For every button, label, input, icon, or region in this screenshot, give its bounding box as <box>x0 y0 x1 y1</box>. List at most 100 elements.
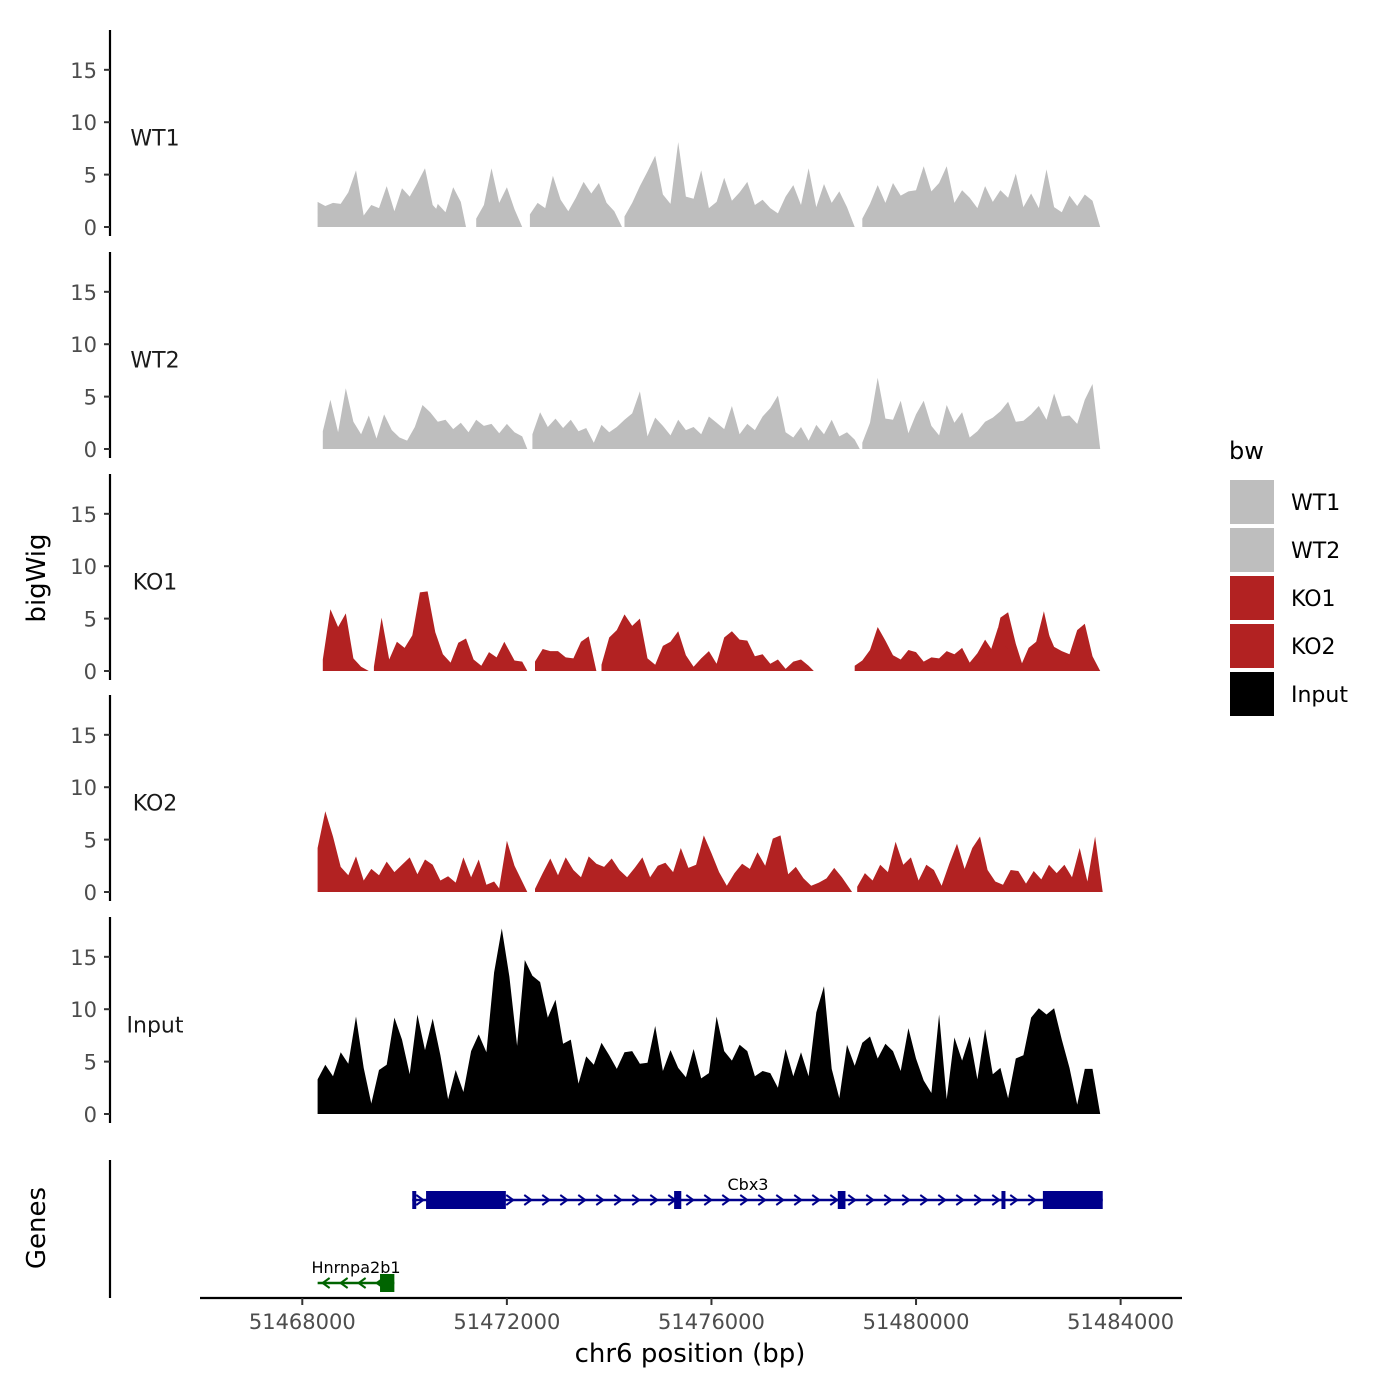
strand-chevron-cbx3-15 <box>685 1194 695 1206</box>
legend-items: WT1 WT2 KO1 KO2 Input <box>1230 480 1348 716</box>
exon-cbx3-2 <box>674 1191 682 1209</box>
legend-label-input: Input <box>1291 683 1348 708</box>
track-ko2: 0 5 10 15 KO2 <box>70 695 1103 905</box>
strand-chevron-cbx3-0 <box>415 1194 425 1206</box>
strand-chevron-cbx3-21 <box>793 1194 803 1206</box>
strand-chevron-cbx3-17 <box>721 1194 731 1206</box>
area-ko1-segment-5 <box>982 611 1101 671</box>
strand-chevron-cbx3-26 <box>883 1194 893 1206</box>
strand-chevron-hnrnpa2b1-1 <box>338 1277 349 1289</box>
strand-chevron-cbx3-12 <box>631 1194 641 1206</box>
legend-swatch-ko1 <box>1230 576 1274 620</box>
strand-chevron-cbx3-5 <box>505 1194 515 1206</box>
exon-cbx3-5 <box>1042 1191 1103 1209</box>
area-wt1-segment-3 <box>529 175 622 227</box>
area-ko1-segment-1 <box>373 591 528 671</box>
track-label-ko1: KO1 <box>133 570 178 595</box>
gene-label-hnrnpa2b1: Hnrnpa2b1 <box>311 1258 400 1277</box>
y-tick-label-input-10: 10 <box>70 998 97 1022</box>
area-wt2-segment-1 <box>532 391 860 449</box>
legend-swatch-wt2 <box>1230 528 1274 572</box>
area-wt2-segment-0 <box>322 388 528 449</box>
y-tick-label-input-5: 5 <box>84 1051 97 1075</box>
gene-hnrnpa2b1: Hnrnpa2b1 <box>311 1258 401 1292</box>
y-tick-label-wt2-5: 5 <box>84 386 97 410</box>
area-ko2-segment-1 <box>499 840 528 892</box>
strand-chevron-cbx3-18 <box>739 1194 749 1206</box>
area-ko2-segment-2 <box>535 835 853 892</box>
strand-chevron-cbx3-33 <box>1009 1194 1019 1206</box>
legend-swatch-ko2 <box>1230 624 1274 668</box>
strand-chevron-cbx3-30 <box>955 1194 965 1206</box>
area-wt1-segment-4 <box>624 142 855 227</box>
y-tick-label-ko1-15: 15 <box>70 503 97 527</box>
gene-cbx3: Cbx3 <box>412 1175 1103 1209</box>
x-tick-label-0: 51468000 <box>249 1310 356 1334</box>
y-tick-label-wt2-0: 0 <box>84 438 97 462</box>
exon-hnrnpa2b1-0 <box>380 1274 395 1292</box>
y-tick-label-wt1-15: 15 <box>70 59 97 83</box>
legend-label-wt1: WT1 <box>1291 491 1340 516</box>
strand-chevron-cbx3-22 <box>811 1194 821 1206</box>
exon-cbx3-3 <box>837 1191 846 1209</box>
x-tick-label-3: 51480000 <box>863 1310 970 1334</box>
strand-chevron-cbx3-32 <box>991 1194 1001 1206</box>
strand-chevron-cbx3-20 <box>775 1194 785 1206</box>
genes-axis-title: Genes <box>22 1187 52 1269</box>
y-tick-label-input-15: 15 <box>70 946 97 970</box>
legend-title: bw <box>1229 437 1264 465</box>
track-label-wt2: WT2 <box>130 348 179 373</box>
legend-label-ko2: KO2 <box>1291 635 1336 660</box>
exon-cbx3-4 <box>1001 1191 1006 1209</box>
exon-cbx3-0 <box>412 1191 417 1209</box>
strand-chevron-cbx3-29 <box>937 1194 947 1206</box>
y-tick-label-wt1-5: 5 <box>84 164 97 188</box>
strand-chevron-hnrnpa2b1-2 <box>356 1277 367 1289</box>
track-wt2: 0 5 10 15 WT2 <box>70 252 1101 462</box>
strand-chevron-cbx3-7 <box>541 1194 551 1206</box>
area-wt1-segment-2 <box>476 168 523 227</box>
track-wt1: 0 5 10 15 WT1 <box>70 30 1101 240</box>
area-ko2-segment-3 <box>857 836 1103 892</box>
strand-chevron-hnrnpa2b1-0 <box>320 1277 331 1289</box>
track-label-ko2: KO2 <box>133 791 178 816</box>
x-axis: 51468000 51472000 51476000 51480000 51484000 <box>200 1296 1182 1334</box>
area-wt2-segment-2 <box>862 377 1101 449</box>
strand-chevron-cbx3-28 <box>919 1194 929 1206</box>
area-ko1-segment-3 <box>601 614 814 671</box>
y-tick-label-wt1-0: 0 <box>84 216 97 240</box>
genes-layer: Cbx3 Hnrnpa2b1 <box>108 1160 1103 1298</box>
strand-chevron-cbx3-23 <box>829 1194 839 1206</box>
y-tick-label-ko2-5: 5 <box>84 829 97 853</box>
area-wt1-segment-0 <box>317 168 446 227</box>
area-ko1-segment-2 <box>535 636 597 671</box>
area-ko1-segment-4 <box>854 612 1101 671</box>
area-ko2-segment-0 <box>317 811 502 892</box>
y-tick-label-wt2-15: 15 <box>70 281 97 305</box>
y-tick-label-input-0: 0 <box>84 1103 97 1127</box>
strand-chevron-cbx3-13 <box>649 1194 659 1206</box>
y-tick-label-ko1-5: 5 <box>84 608 97 632</box>
y-tick-label-wt2-10: 10 <box>70 333 97 357</box>
strand-chevron-cbx3-31 <box>973 1194 983 1206</box>
y-tick-label-ko2-10: 10 <box>70 776 97 800</box>
strand-chevron-cbx3-6 <box>523 1194 533 1206</box>
exon-cbx3-1 <box>426 1191 506 1209</box>
y-tick-label-wt1-10: 10 <box>70 111 97 135</box>
legend-swatch-input <box>1230 672 1274 716</box>
x-tick-label-2: 51476000 <box>658 1310 765 1334</box>
y-tick-label-ko1-0: 0 <box>84 660 97 684</box>
x-tick-label-4: 51484000 <box>1067 1310 1174 1334</box>
track-label-input: Input <box>127 1013 184 1038</box>
strand-chevron-cbx3-10 <box>595 1194 605 1206</box>
strand-chevron-cbx3-8 <box>559 1194 569 1206</box>
strand-chevron-cbx3-25 <box>865 1194 875 1206</box>
x-tick-label-1: 51472000 <box>453 1310 560 1334</box>
area-input-segment-0 <box>317 928 1101 1114</box>
strand-chevron-cbx3-19 <box>757 1194 767 1206</box>
strand-chevron-cbx3-34 <box>1027 1194 1037 1206</box>
track-label-wt1: WT1 <box>130 126 179 151</box>
gene-label-cbx3: Cbx3 <box>728 1175 769 1194</box>
strand-chevron-cbx3-9 <box>577 1194 587 1206</box>
